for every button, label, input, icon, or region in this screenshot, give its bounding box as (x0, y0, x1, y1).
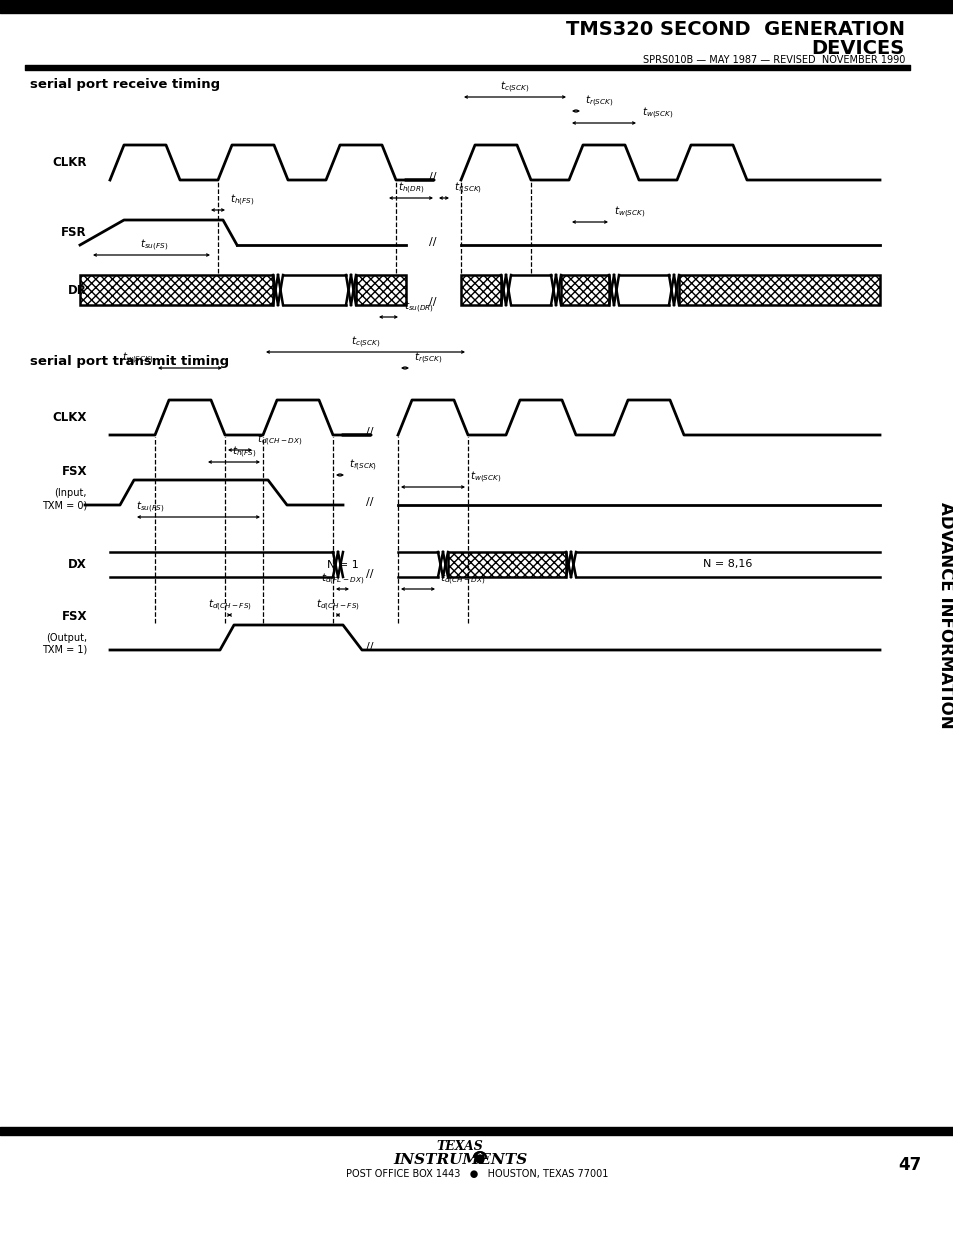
Text: $t_{d(FL-DX)}$: $t_{d(FL-DX)}$ (320, 572, 364, 587)
Text: //: // (366, 496, 374, 508)
Text: INSTRUMENTS: INSTRUMENTS (393, 1153, 527, 1167)
Text: CLKR: CLKR (52, 156, 87, 169)
Text: POST OFFICE BOX 1443   ●   HOUSTON, TEXAS 77001: POST OFFICE BOX 1443 ● HOUSTON, TEXAS 77… (345, 1170, 608, 1179)
Text: $t_{d(CH-DX)}$: $t_{d(CH-DX)}$ (256, 432, 302, 448)
Text: serial port transmit timing: serial port transmit timing (30, 354, 229, 368)
Bar (679, 275, 879, 305)
Text: DX: DX (69, 558, 87, 571)
Text: DEVICES: DEVICES (811, 40, 904, 58)
Text: //: // (366, 569, 374, 579)
Text: $t_{su(DR)}$: $t_{su(DR)}$ (403, 300, 434, 315)
Text: FSX: FSX (61, 466, 87, 478)
Bar (448, 552, 565, 577)
Text: (Input,: (Input, (54, 488, 87, 498)
Text: $t_{w(SCK)}$: $t_{w(SCK)}$ (470, 469, 501, 485)
Text: $t_{su(FS)}$: $t_{su(FS)}$ (136, 500, 164, 515)
Bar (460, 275, 500, 305)
Bar (355, 275, 406, 305)
Text: $t_{w(SCK)}$: $t_{w(SCK)}$ (121, 351, 152, 366)
Text: $t_{d(CH-FS)}$: $t_{d(CH-FS)}$ (315, 598, 359, 613)
Text: $t_{f(SCK)}$: $t_{f(SCK)}$ (454, 180, 481, 196)
Text: FSX: FSX (61, 610, 87, 622)
Text: ADVANCE INFORMATION: ADVANCE INFORMATION (936, 501, 953, 729)
Text: CLKX: CLKX (52, 411, 87, 424)
Text: //: // (429, 237, 436, 247)
Text: $t_{h(DR)}$: $t_{h(DR)}$ (397, 180, 424, 196)
Bar (560, 275, 608, 305)
Text: //: // (429, 172, 436, 182)
Text: 47: 47 (898, 1156, 921, 1174)
Text: $t_{r(SCK)}$: $t_{r(SCK)}$ (414, 351, 442, 366)
Text: TXM = 0): TXM = 0) (42, 500, 87, 510)
Text: SPRS010B — MAY 1987 — REVISED  NOVEMBER 1990: SPRS010B — MAY 1987 — REVISED NOVEMBER 1… (642, 56, 904, 65)
Text: $t_{h(FS)}$: $t_{h(FS)}$ (230, 193, 254, 207)
Text: //: // (429, 296, 436, 308)
Text: serial port receive timing: serial port receive timing (30, 78, 220, 91)
Text: $t_{r(SCK)}$: $t_{r(SCK)}$ (584, 94, 613, 109)
Text: $t_{su(FS)}$: $t_{su(FS)}$ (140, 237, 168, 253)
Text: $t_{c(SCK)}$: $t_{c(SCK)}$ (351, 335, 380, 350)
Text: $t_{w(SCK)}$: $t_{w(SCK)}$ (614, 205, 645, 220)
Text: (Output,: (Output, (46, 634, 87, 643)
Text: //: // (366, 642, 374, 652)
Text: //: // (366, 427, 374, 437)
Text: TEXAS: TEXAS (436, 1140, 483, 1153)
Text: $t_{w(SCK)}$: $t_{w(SCK)}$ (641, 106, 673, 121)
Text: TMS320 SECOND  GENERATION: TMS320 SECOND GENERATION (565, 20, 904, 40)
Text: N = 1: N = 1 (327, 559, 358, 569)
Text: $t_{h(FS)}$: $t_{h(FS)}$ (232, 445, 256, 459)
Circle shape (476, 1155, 483, 1163)
Text: N = 8,16: N = 8,16 (702, 559, 752, 569)
Text: $t_{d(CH-FS)}$: $t_{d(CH-FS)}$ (208, 598, 252, 613)
Text: $t_{d(CH-DX)}$: $t_{d(CH-DX)}$ (439, 572, 485, 587)
Text: TXM = 1): TXM = 1) (42, 645, 87, 655)
Text: $t_{c(SCK)}$: $t_{c(SCK)}$ (499, 79, 529, 95)
Text: DR: DR (68, 284, 87, 296)
Text: FSR: FSR (61, 226, 87, 240)
Bar (80, 275, 273, 305)
Text: $t_{f(SCK)}$: $t_{f(SCK)}$ (349, 458, 376, 473)
